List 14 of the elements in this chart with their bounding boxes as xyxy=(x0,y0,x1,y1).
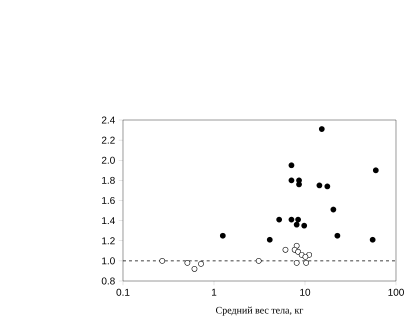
y-tick-label: 0.8 xyxy=(102,277,115,285)
x-tick-label: 100 xyxy=(388,288,404,296)
x-tick-label: 1 xyxy=(212,288,216,296)
x-tick-label: 0.1 xyxy=(116,288,130,296)
y-tick-label: 1.8 xyxy=(102,176,115,184)
y-tick-label: 1.6 xyxy=(102,196,115,204)
y-tick-label: 1.2 xyxy=(102,237,115,244)
y-tick-label: 2.4 xyxy=(102,116,115,124)
x-axis-title: Средний вес тела, кг xyxy=(216,306,304,316)
x-tick-label: 10 xyxy=(300,288,310,296)
y-tick-label: 2.0 xyxy=(102,156,115,164)
y-tick-label: 1.4 xyxy=(102,217,115,224)
y-tick-label: 1.0 xyxy=(102,257,115,264)
y-tick-label: 2.2 xyxy=(102,136,115,144)
